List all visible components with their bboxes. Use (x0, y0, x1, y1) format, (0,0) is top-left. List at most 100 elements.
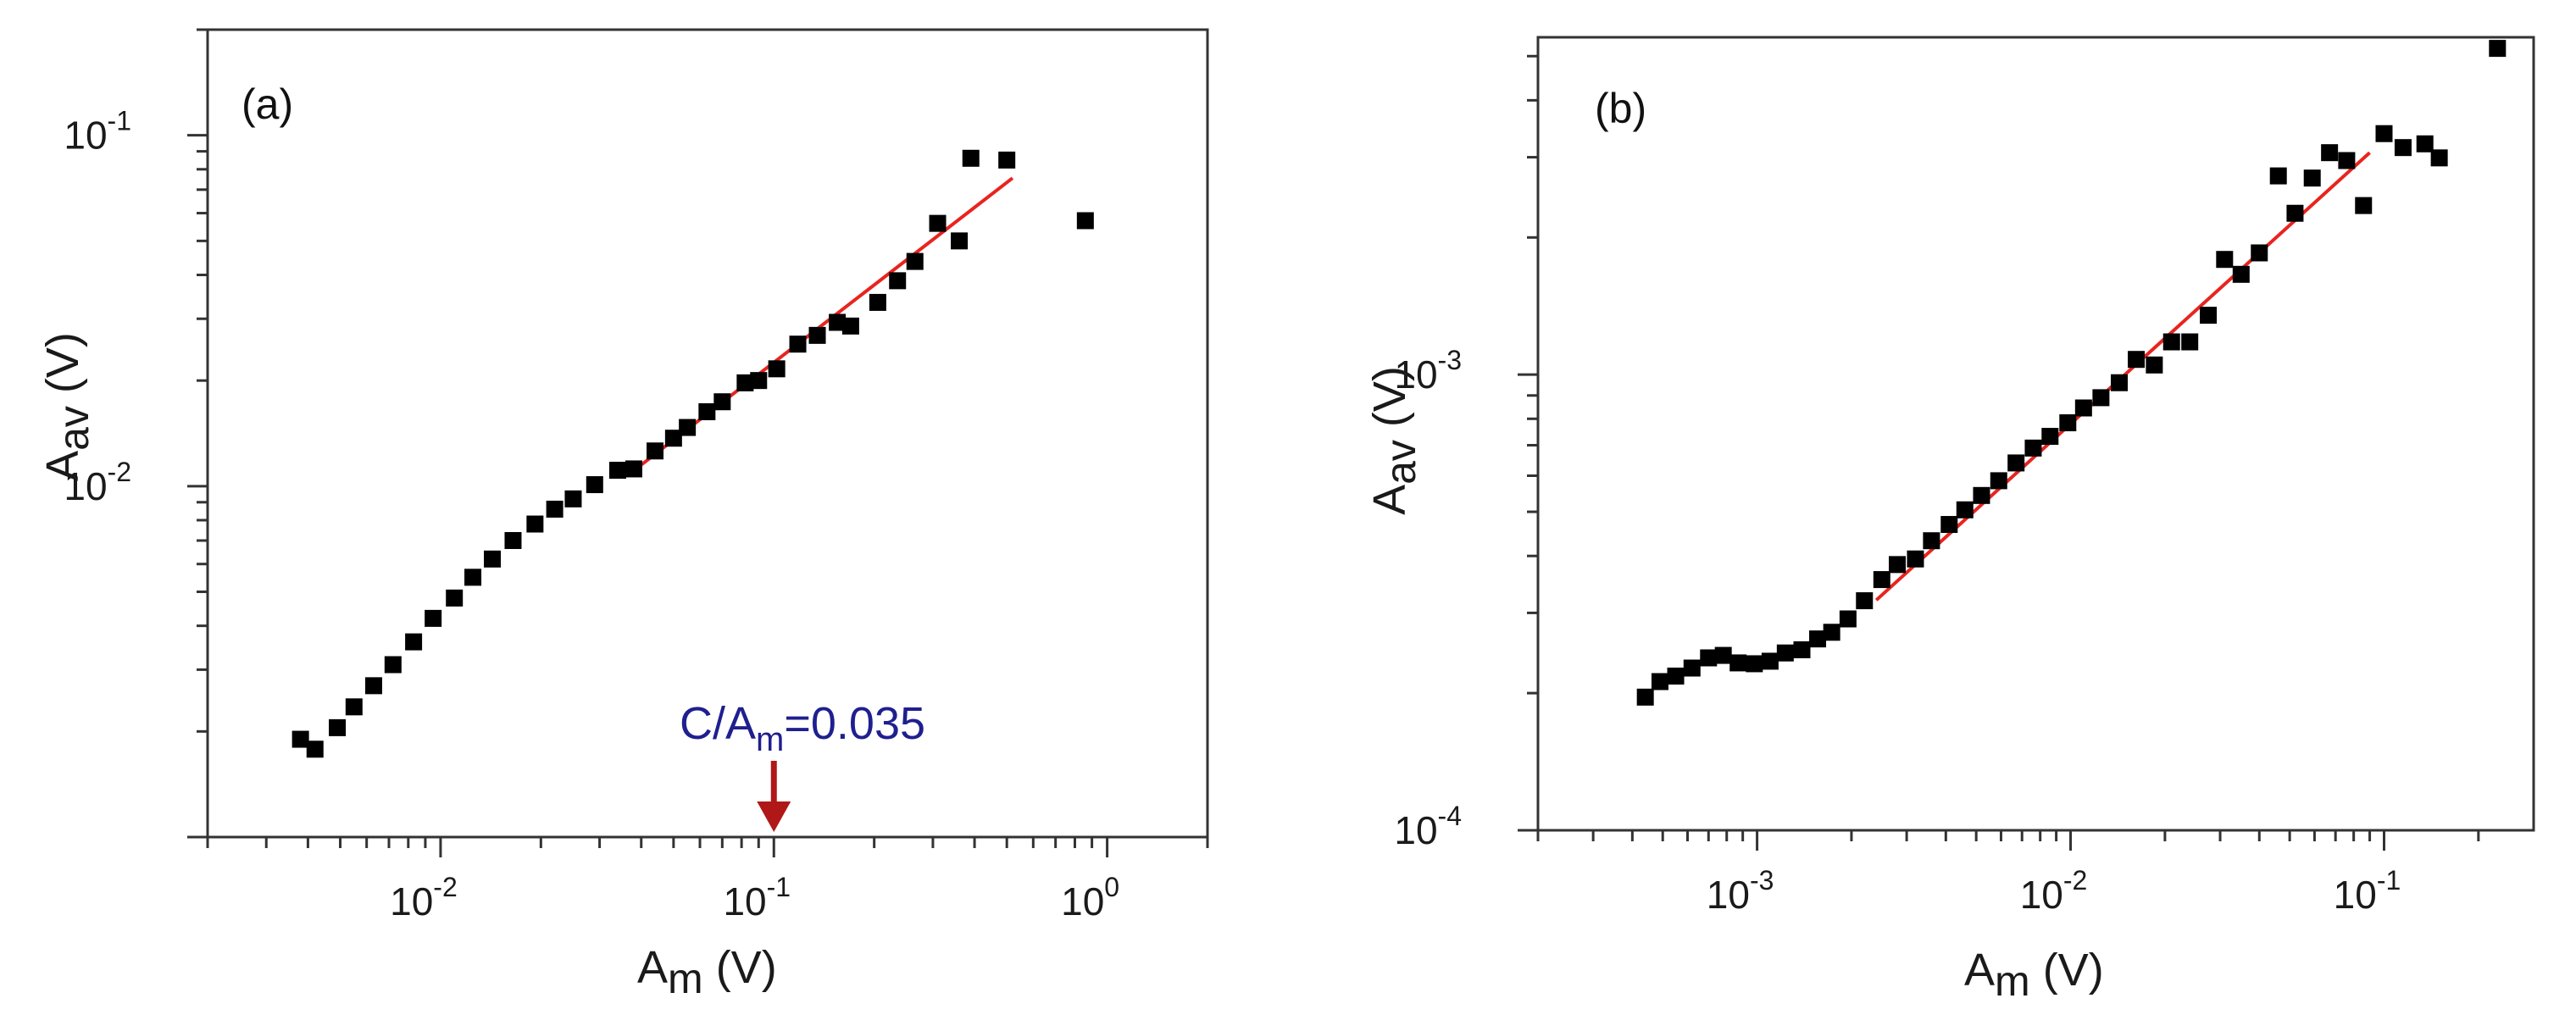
y-axis-title-a: Aav (V) (37, 332, 97, 481)
data-point-b (1746, 655, 1763, 673)
data-point-b (2111, 374, 2129, 391)
data-point-a (647, 442, 664, 460)
x-axis-title-a-main: A (637, 942, 668, 993)
data-point-b (2286, 204, 2304, 222)
tick-exponent: -1 (767, 872, 791, 902)
data-point-a (869, 293, 886, 311)
x-axis-title-b-unit: (V) (2030, 945, 2104, 995)
tick-base: 10 (1707, 873, 1750, 917)
data-point-a (951, 232, 969, 250)
annotation-sub: m (756, 721, 784, 758)
data-point-b (2007, 454, 2025, 472)
panel-label-b: (b) (1595, 85, 1646, 132)
tick-exponent: 0 (1104, 872, 1119, 902)
data-point-b (1700, 649, 1718, 667)
data-point-a (829, 313, 847, 331)
plot-a-frame (206, 28, 1209, 839)
x-tick-label-a: 100 (1061, 872, 1119, 923)
y-tick-label-b: 10-4 (1394, 801, 1462, 852)
data-point-a (564, 490, 582, 507)
data-point-b (2074, 399, 2092, 417)
y-axis-title-b-unit: (V) (1364, 366, 1415, 440)
x-axis-title-b-sub: m (1995, 957, 2030, 1005)
data-point-b (2200, 307, 2218, 324)
tick-base: 10 (2334, 873, 2377, 917)
data-point-b (2024, 439, 2042, 457)
tick-exponent: -1 (108, 106, 131, 136)
x-tick-label-a: 10-1 (723, 872, 791, 923)
data-point-a (906, 252, 924, 270)
data-point-b (1714, 646, 1732, 664)
data-point-b (2269, 167, 2287, 185)
annotation-value: =0.035 (784, 698, 925, 749)
y-axis-title-b: Aav (V) (1364, 366, 1424, 515)
data-point-a (405, 633, 423, 651)
y-axis-title-b-main: A (1364, 485, 1415, 515)
data-point-a (750, 372, 768, 390)
x-tick-label-a: 10-2 (390, 872, 458, 923)
y-tick-label-a: 10-1 (64, 106, 131, 158)
plot-b-tick-labels: 10-3 10-2 10-110-410-3 (1394, 345, 2401, 917)
data-point-b (2146, 356, 2163, 374)
data-point-b (2092, 389, 2110, 407)
data-point-b (2216, 251, 2234, 269)
tick-exponent: -3 (1438, 345, 1462, 375)
tick-base: 10 (64, 464, 107, 508)
data-point-a (425, 609, 442, 627)
plot-b-frame (1536, 36, 2535, 832)
data-point-b (1667, 667, 1685, 685)
y-tick-label-a: 10-2 (64, 457, 131, 508)
data-point-a (998, 151, 1016, 169)
plot-b-points (1636, 40, 2507, 706)
data-point-b (2232, 265, 2250, 283)
data-point-b (2430, 149, 2448, 167)
data-point-a (345, 698, 363, 716)
data-point-b (1873, 571, 1890, 589)
data-point-b (1809, 630, 1827, 648)
data-point-b (1651, 673, 1668, 690)
x-axis-title-b-main: A (1964, 945, 1995, 995)
data-point-b (1990, 472, 2007, 490)
annotation-threshold: C/Am=0.035 (680, 698, 925, 832)
data-point-a (504, 531, 522, 549)
annotation-arrow-head (757, 801, 791, 832)
data-point-b (2162, 333, 2180, 351)
data-point-a (306, 740, 324, 758)
data-point-a (484, 550, 502, 568)
data-point-b (2303, 169, 2321, 187)
data-point-b (2251, 244, 2268, 262)
data-point-b (2181, 333, 2199, 351)
data-point-b (2321, 144, 2339, 162)
tick-base: 10 (64, 114, 107, 158)
data-point-b (1776, 644, 1794, 662)
data-point-b (2394, 139, 2412, 157)
tick-exponent: -2 (433, 872, 457, 902)
data-point-b (1683, 659, 1701, 677)
annotation-label: C/Am=0.035 (680, 698, 925, 758)
data-point-a (962, 149, 980, 167)
data-point-a (464, 568, 482, 586)
y-axis-title-a-unit: (V) (37, 332, 88, 406)
data-point-a (713, 393, 731, 411)
data-point-b (1793, 641, 1811, 658)
plot-b-ticks (1518, 54, 2480, 851)
data-point-a (329, 718, 347, 736)
fit-line-a (640, 176, 1014, 467)
tick-base: 10 (2020, 873, 2063, 917)
data-point-b (1856, 592, 1874, 610)
data-point-b (1729, 654, 1747, 672)
data-point-a (625, 460, 642, 478)
data-point-b (2416, 135, 2434, 153)
data-point-b (1940, 516, 1958, 534)
tick-base: 10 (390, 879, 433, 923)
data-point-a (768, 360, 786, 378)
plot-a-ticks (187, 28, 1209, 857)
data-point-b (1907, 550, 1924, 568)
data-point-b (2041, 428, 2059, 446)
data-point-a (664, 430, 682, 447)
data-point-a (365, 677, 383, 695)
data-point-a (808, 326, 826, 344)
data-point-b (1973, 486, 1990, 504)
data-point-b (1636, 688, 1654, 706)
